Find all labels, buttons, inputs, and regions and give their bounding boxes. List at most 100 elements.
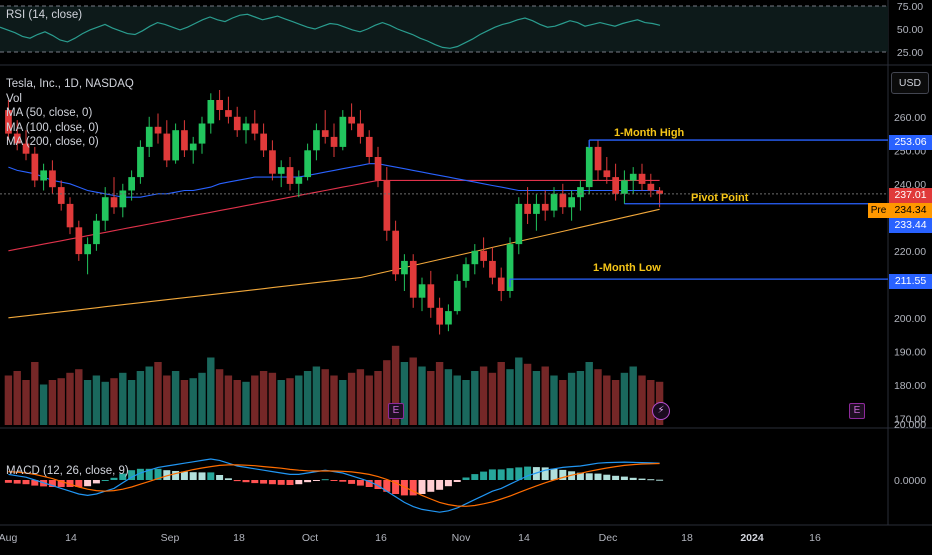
ma200-line (8, 208, 660, 319)
rsi-legend-label: RSI (14, close) (6, 9, 83, 21)
volume-bar (286, 378, 294, 425)
macd-legend: MACD (12, 26, close, 9) (6, 464, 129, 479)
macd-histogram-bar (312, 480, 320, 481)
candle-body (638, 173, 646, 184)
macd-histogram-bar (31, 480, 39, 486)
candle-body (277, 167, 285, 174)
volume-bar (462, 380, 470, 425)
macd-histogram-bar (260, 480, 268, 484)
macd-histogram-bar (84, 480, 92, 487)
macd-histogram-bar (110, 477, 118, 480)
month-high-annotation: 1-Month High (614, 127, 685, 139)
legend-ma200: MA (200, close, 0) (6, 136, 99, 148)
macd-histogram-bar (594, 473, 602, 480)
volume-bar (400, 362, 409, 425)
month-high-price-badge: 253.06 (889, 135, 932, 150)
volume-bar (330, 375, 338, 425)
macd-histogram-bar (480, 471, 488, 480)
candle-body (330, 136, 338, 147)
candle-body (154, 126, 162, 134)
volume-bar (233, 380, 241, 425)
volume-bar (435, 362, 444, 425)
candle-body (75, 227, 83, 255)
time-axis-label: 2024 (740, 532, 764, 544)
volume-bar (13, 371, 21, 425)
macd-histogram-bar (524, 466, 532, 480)
candle-body (629, 173, 637, 181)
macd-histogram-bar (75, 480, 83, 487)
rsi-band-fill (0, 6, 888, 52)
candle-body (260, 133, 267, 151)
macd-histogram-bar (436, 480, 444, 490)
macd-histogram-bar (629, 477, 637, 480)
volume-bar (532, 371, 541, 425)
macd-histogram-bar (233, 480, 241, 482)
candle-body (515, 203, 523, 245)
macd-legend-label: MACD (12, 26, close, 9) (6, 465, 129, 477)
price-tick-label: 170.00 (894, 413, 926, 425)
candle-body (286, 167, 294, 184)
time-axis-label: Sep (161, 532, 180, 544)
volume-bar (22, 380, 30, 425)
time-axis-label: Dec (599, 532, 618, 544)
volume-bar (312, 366, 321, 425)
macd-histogram-bar (374, 480, 382, 489)
macd-histogram-bar (620, 476, 628, 480)
macd-histogram-bar (506, 468, 514, 480)
macd-histogram-bar (409, 480, 417, 496)
candle-body (612, 177, 619, 194)
candle-body (365, 136, 373, 157)
volume-bar (523, 363, 532, 425)
candle-body (13, 133, 21, 144)
time-axis-label: Oct (302, 532, 318, 544)
macd-histogram-bar (488, 469, 496, 480)
candle-body (568, 197, 575, 208)
time-axis-label: 18 (233, 532, 245, 544)
earnings-icon[interactable]: E (388, 403, 404, 419)
volume-bar (136, 371, 145, 425)
volume-bar (506, 369, 514, 425)
volume-bar (163, 375, 171, 425)
candle-body (242, 123, 250, 131)
candle-body (559, 193, 567, 208)
candle-body (453, 280, 461, 312)
volume-bar (383, 360, 391, 425)
volume-bar (31, 362, 39, 425)
currency-button[interactable]: USD (891, 72, 929, 94)
macd-histogram-bar (444, 480, 452, 487)
earnings-upcoming-icon[interactable]: E (849, 403, 865, 419)
macd-histogram-bar (295, 480, 303, 485)
candle-body (321, 130, 329, 137)
flash-icon[interactable]: ⚡ (652, 402, 670, 420)
candle-body (436, 307, 443, 325)
macd-histogram-bar (330, 480, 338, 481)
macd-tick-label: 20.000 (894, 419, 926, 431)
ma-price-badge: 233.44 (889, 218, 932, 233)
candle-body (374, 157, 382, 181)
time-axis-label: 14 (518, 532, 530, 544)
volume-bar (251, 375, 259, 425)
macd-histogram-bar (180, 471, 188, 480)
time-axis-label: 16 (375, 532, 387, 544)
macd-histogram-bar (638, 478, 646, 480)
volume-bar (110, 378, 118, 425)
volume-bar (277, 380, 285, 425)
macd-histogram-bar (189, 472, 197, 480)
macd-histogram-bar (585, 473, 593, 480)
macd-histogram-bar (656, 479, 664, 481)
volume-bar (647, 380, 655, 425)
candle-body (84, 244, 91, 255)
volume-bar (224, 375, 233, 425)
macd-histogram-bar (400, 480, 408, 496)
macd-histogram-bar (541, 467, 549, 480)
macd-histogram-bar (286, 480, 294, 485)
macd-histogram-bar (471, 474, 479, 480)
macd-signal-line (8, 462, 660, 507)
volume-bar (603, 375, 611, 425)
month-low-annotation: 1-Month Low (593, 262, 661, 274)
macd-histogram-bar (66, 480, 74, 487)
volume-bar (453, 375, 461, 425)
candle-body (163, 133, 171, 161)
